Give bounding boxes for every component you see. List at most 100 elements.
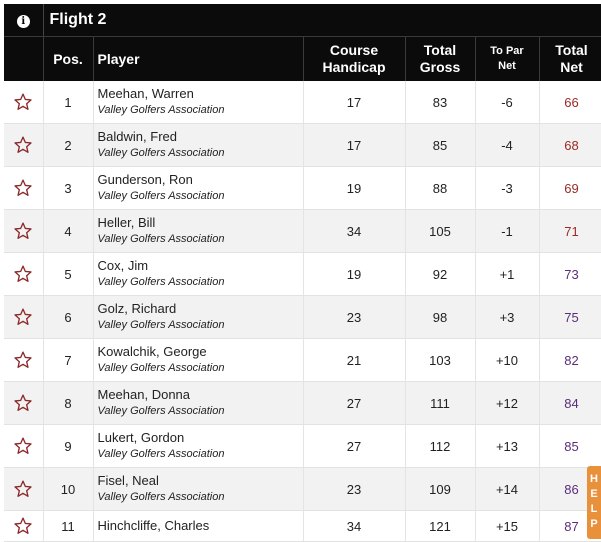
star-outline-icon [13,437,33,454]
total-gross-cell: 105 [405,209,476,253]
player-name[interactable]: Cox, Jim [97,258,149,273]
star-outline-icon [13,222,33,239]
table-row[interactable]: 1 Meehan, Warren Valley Golfers Associatio… [4,81,601,124]
info-icon: i [16,15,30,28]
table-row[interactable]: 11 Hinchcliffe, Charles 34 121 +15 87 [4,510,601,542]
total-net-cell: 69 [539,166,601,210]
flight-header: i Flight 2 [4,4,601,37]
player-name[interactable]: Fisel, Neal [97,473,159,488]
side-help-tab[interactable]: H E L P [587,466,601,539]
table-row[interactable]: 8 Meehan, Donna Valley Golfers Association… [4,381,601,425]
to-par-net-cell: -4 [475,123,540,167]
player-cell[interactable]: Meehan, Warren Valley Golfers Association [93,81,304,124]
player-association: Valley Golfers Association [97,104,225,116]
table-row[interactable]: 6 Golz, Richard Valley Golfers Association… [4,295,601,339]
star-outline-icon [13,93,33,110]
player-cell[interactable]: Cox, Jim Valley Golfers Association [93,252,304,296]
player-name[interactable]: Kowalchik, George [97,344,207,359]
player-name[interactable]: Golz, Richard [97,301,177,316]
position-cell: 7 [43,338,94,382]
to-par-net-cell: -1 [475,209,540,253]
player-name[interactable]: Gunderson, Ron [97,172,193,187]
favorite-star-button[interactable] [4,209,44,253]
flight-title: Flight 2 [43,4,601,37]
header-to-par-net[interactable]: To Par Net [475,36,540,81]
player-name[interactable]: Hinchcliffe, Charles [97,518,210,533]
position-cell: 11 [43,510,94,542]
total-gross-cell: 83 [405,81,476,124]
header-course-handicap[interactable]: Course Handicap [303,36,406,81]
player-association: Valley Golfers Association [97,233,225,245]
player-cell[interactable]: Hinchcliffe, Charles [93,510,304,542]
header-total-gross[interactable]: Total Gross [405,36,476,81]
total-net-cell: 84 [539,381,601,425]
player-cell[interactable]: Fisel, Neal Valley Golfers Association [93,467,304,511]
favorite-star-button[interactable] [4,467,44,511]
player-cell[interactable]: Meehan, Donna Valley Golfers Association [93,381,304,425]
header-total-net[interactable]: Total Net [539,36,601,81]
star-outline-icon [13,136,33,153]
table-row[interactable]: 5 Cox, Jim Valley Golfers Association 19 92 +… [4,252,601,296]
favorite-star-button[interactable] [4,252,44,296]
player-cell[interactable]: Lukert, Gordon Valley Golfers Association [93,424,304,468]
favorite-star-button[interactable] [4,338,44,382]
table-row[interactable]: 2 Baldwin, Fred Valley Golfers Association… [4,123,601,167]
table-row[interactable]: 4 Heller, Bill Valley Golfers Association 3… [4,209,601,253]
to-par-net-cell: +12 [475,381,540,425]
leaderboard: i Flight 2 Pos. Player Course Handicap T… [4,4,601,542]
to-par-net-cell: +10 [475,338,540,382]
total-gross-cell: 88 [405,166,476,210]
column-headers: Pos. Player Course Handicap Total Gross … [4,36,601,81]
table-row[interactable]: 9 Lukert, Gordon Valley Golfers Associatio… [4,424,601,468]
total-gross-cell: 92 [405,252,476,296]
total-net-cell: 82 [539,338,601,382]
favorite-star-button[interactable] [4,295,44,339]
player-association: Valley Golfers Association [97,362,225,374]
header-favorite [4,36,44,81]
player-name[interactable]: Meehan, Donna [97,387,191,402]
course-handicap-cell: 23 [303,467,406,511]
player-cell[interactable]: Kowalchik, George Valley Golfers Associat… [93,338,304,382]
player-name[interactable]: Heller, Bill [97,215,156,230]
total-net-cell: 71 [539,209,601,253]
table-row[interactable]: 10 Fisel, Neal Valley Golfers Association 2… [4,467,601,511]
player-cell[interactable]: Golz, Richard Valley Golfers Association [93,295,304,339]
course-handicap-cell: 19 [303,166,406,210]
leaderboard-table: i Flight 2 Pos. Player Course Handicap T… [4,4,601,542]
player-name[interactable]: Baldwin, Fred [97,129,177,144]
player-name[interactable]: Meehan, Warren [97,86,194,101]
favorite-star-button[interactable] [4,123,44,167]
star-outline-icon [13,179,33,196]
total-gross-cell: 109 [405,467,476,511]
to-par-net-cell: +15 [475,510,540,542]
course-handicap-cell: 23 [303,295,406,339]
favorite-star-button[interactable] [4,81,44,124]
favorite-star-button[interactable] [4,510,44,542]
total-net-cell: 66 [539,81,601,124]
position-cell: 10 [43,467,94,511]
info-button[interactable]: i [4,4,44,37]
player-cell[interactable]: Baldwin, Fred Valley Golfers Association [93,123,304,167]
total-net-cell: 85 [539,424,601,468]
favorite-star-button[interactable] [4,381,44,425]
player-association: Valley Golfers Association [97,147,225,159]
position-cell: 2 [43,123,94,167]
player-cell[interactable]: Gunderson, Ron Valley Golfers Association [93,166,304,210]
star-outline-icon [13,480,33,497]
to-par-net-cell: +13 [475,424,540,468]
star-outline-icon [13,517,33,534]
total-net-cell: 68 [539,123,601,167]
course-handicap-cell: 21 [303,338,406,382]
total-gross-cell: 85 [405,123,476,167]
player-name[interactable]: Lukert, Gordon [97,430,185,445]
favorite-star-button[interactable] [4,166,44,210]
header-player[interactable]: Player [93,36,304,81]
course-handicap-cell: 34 [303,209,406,253]
player-cell[interactable]: Heller, Bill Valley Golfers Association [93,209,304,253]
favorite-star-button[interactable] [4,424,44,468]
table-row[interactable]: 3 Gunderson, Ron Valley Golfers Associatio… [4,166,601,210]
header-pos[interactable]: Pos. [43,36,94,81]
player-association: Valley Golfers Association [97,319,225,331]
table-row[interactable]: 7 Kowalchik, George Valley Golfers Associa… [4,338,601,382]
player-association: Valley Golfers Association [97,190,225,202]
